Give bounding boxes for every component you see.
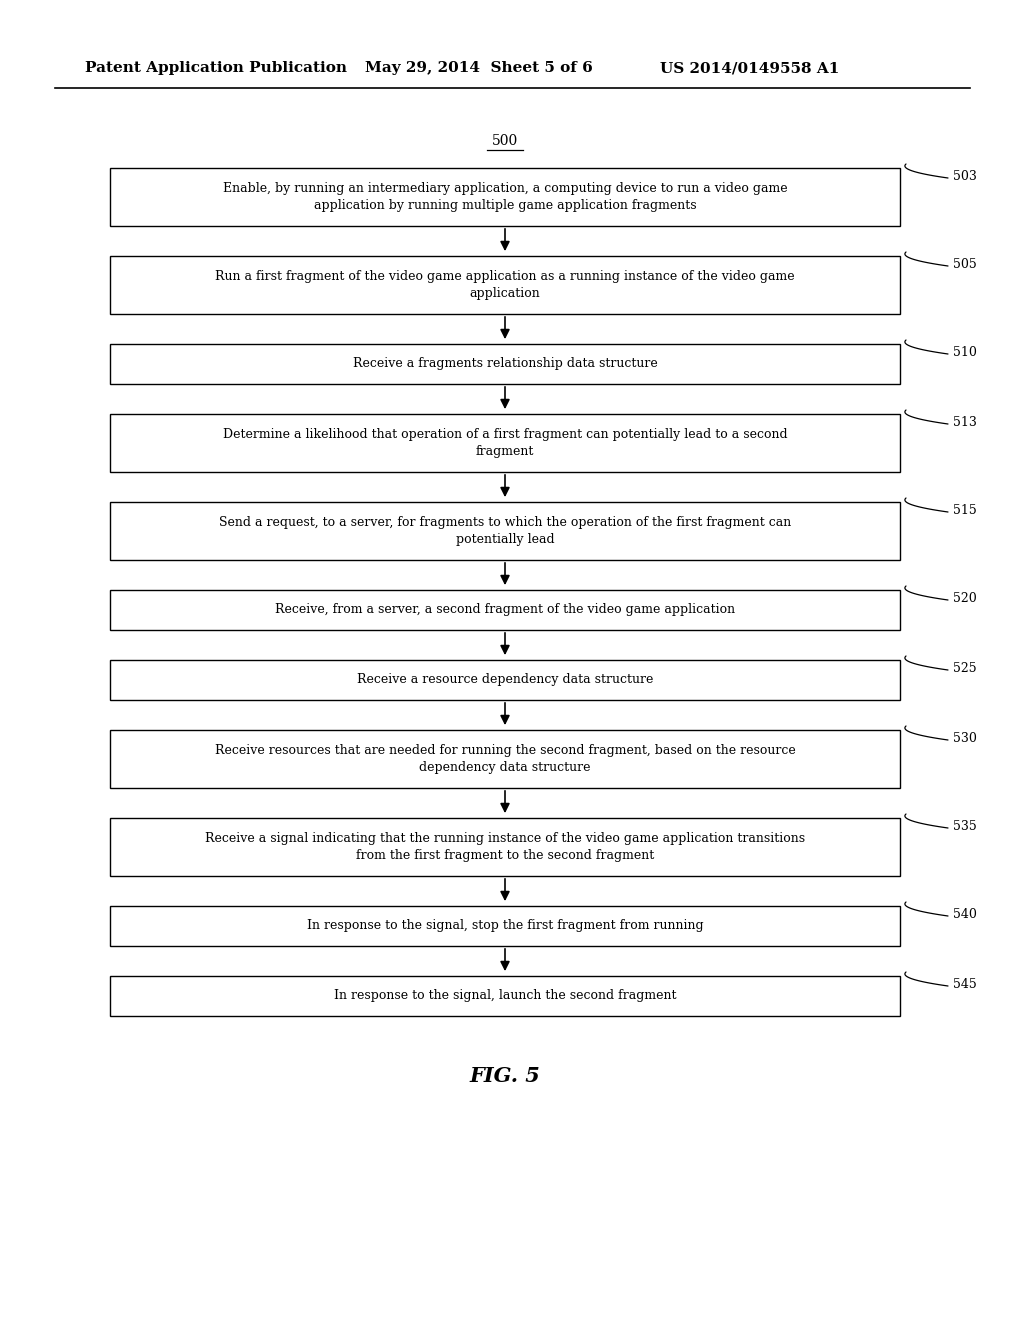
Bar (110, 168, 900, 226)
Text: In response to the signal, launch the second fragment: In response to the signal, launch the se… (334, 990, 676, 1002)
Text: 503: 503 (953, 169, 977, 182)
Text: 520: 520 (953, 591, 977, 605)
Text: 510: 510 (953, 346, 977, 359)
Text: 530: 530 (953, 731, 977, 744)
Text: 505: 505 (953, 257, 977, 271)
Text: Enable, by running an intermediary application, a computing device to run a vide: Enable, by running an intermediary appli… (222, 182, 787, 213)
Bar (110, 345, 900, 384)
Text: Receive a signal indicating that the running instance of the video game applicat: Receive a signal indicating that the run… (205, 832, 805, 862)
Text: In response to the signal, stop the first fragment from running: In response to the signal, stop the firs… (306, 920, 703, 932)
Text: Run a first fragment of the video game application as a running instance of the : Run a first fragment of the video game a… (215, 271, 795, 300)
Text: Receive, from a server, a second fragment of the video game application: Receive, from a server, a second fragmen… (274, 603, 735, 616)
Text: 500: 500 (492, 135, 518, 148)
Text: Send a request, to a server, for fragments to which the operation of the first f: Send a request, to a server, for fragmen… (219, 516, 792, 546)
Bar (110, 590, 900, 630)
Text: Receive resources that are needed for running the second fragment, based on the : Receive resources that are needed for ru… (215, 744, 796, 774)
Bar (110, 906, 900, 946)
Bar (110, 818, 900, 876)
Bar (110, 660, 900, 700)
Text: 513: 513 (953, 416, 977, 429)
Text: Patent Application Publication: Patent Application Publication (85, 61, 347, 75)
Text: 535: 535 (953, 820, 977, 833)
Text: May 29, 2014  Sheet 5 of 6: May 29, 2014 Sheet 5 of 6 (365, 61, 593, 75)
Bar (110, 256, 900, 314)
Bar (110, 730, 900, 788)
Text: 525: 525 (953, 661, 977, 675)
Text: Receive a fragments relationship data structure: Receive a fragments relationship data st… (352, 358, 657, 371)
Bar (110, 414, 900, 473)
Text: 540: 540 (953, 908, 977, 920)
Bar (110, 502, 900, 560)
Text: Determine a likelihood that operation of a first fragment can potentially lead t: Determine a likelihood that operation of… (222, 428, 787, 458)
Text: 515: 515 (953, 503, 977, 516)
Text: FIG. 5: FIG. 5 (470, 1067, 541, 1086)
Text: 545: 545 (953, 978, 977, 990)
Text: US 2014/0149558 A1: US 2014/0149558 A1 (660, 61, 840, 75)
Bar (110, 975, 900, 1016)
Text: Receive a resource dependency data structure: Receive a resource dependency data struc… (356, 673, 653, 686)
